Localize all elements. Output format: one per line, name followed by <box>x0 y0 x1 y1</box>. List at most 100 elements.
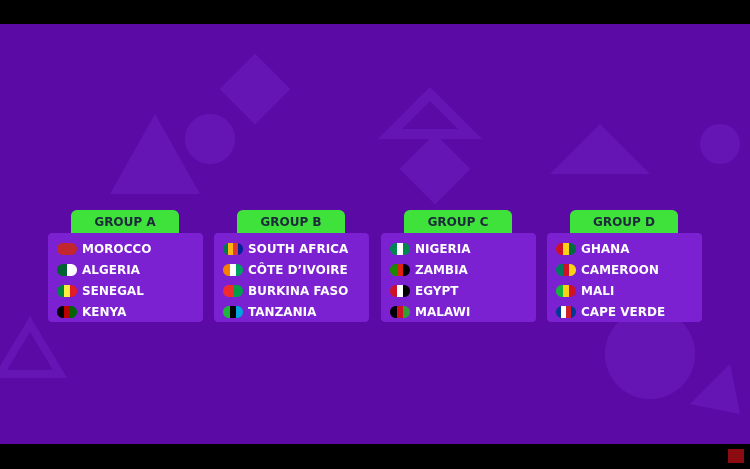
flag-icon <box>57 242 77 255</box>
flag-icon <box>556 263 576 276</box>
flag-stripe <box>70 305 77 318</box>
team-name: SENEGAL <box>82 283 144 298</box>
group-panel: GHANA CAMEROON MALI CAPE VERDE <box>547 233 702 322</box>
team-name: MALAWI <box>415 304 471 319</box>
group-card: GROUP D GHANA CAMEROON MALI CAPE VERDE <box>547 210 702 322</box>
flag-icon <box>556 284 576 297</box>
team-name: EGYPT <box>415 283 459 298</box>
flag-stripe <box>63 284 71 297</box>
group-card: GROUP B SOUTH AFRICA CÔTE D’IVOIRE BURKINA … <box>214 210 369 322</box>
team-name: GHANA <box>581 241 630 256</box>
team-row: GHANA <box>547 238 702 259</box>
flag-stripe <box>390 305 397 318</box>
team-name: ZAMBIA <box>415 262 468 277</box>
flag-stripe <box>561 305 566 318</box>
team-row: CAMEROON <box>547 259 702 280</box>
flag-stripe <box>403 284 410 297</box>
team-row: NIGERIA <box>381 238 536 259</box>
team-name: CAMEROON <box>581 262 659 277</box>
team-row: ALGERIA <box>48 259 203 280</box>
flag-stripe <box>562 242 570 255</box>
team-row: ZAMBIA <box>381 259 536 280</box>
background-pattern <box>0 53 740 414</box>
group-title: GROUP D <box>570 210 678 233</box>
flag-stripe <box>403 305 410 318</box>
flag-stripe <box>236 305 243 318</box>
team-name: SOUTH AFRICA <box>248 241 349 256</box>
flag-stripe <box>238 242 243 255</box>
group-title: GROUP B <box>237 210 345 233</box>
flag-stripe <box>229 263 237 276</box>
flag-icon <box>390 284 410 297</box>
group-card: GROUP C NIGERIA ZAMBIA EGYPT MALAWI <box>381 210 536 322</box>
flag-icon <box>223 284 243 297</box>
team-row: SENEGAL <box>48 280 203 301</box>
team-name: CAPE VERDE <box>581 304 666 319</box>
team-name: CÔTE D’IVOIRE <box>248 262 348 277</box>
team-name: TANZANIA <box>248 304 317 319</box>
flag-stripe <box>390 263 397 276</box>
team-name: MALI <box>581 283 615 298</box>
group-title: GROUP C <box>404 210 512 233</box>
flag-stripe <box>233 242 238 255</box>
team-name: BURKINA FASO <box>248 283 349 298</box>
channel-logo <box>728 449 744 463</box>
flag-stripe <box>223 242 228 255</box>
flag-stripe <box>233 284 243 297</box>
flag-stripe <box>403 263 410 276</box>
team-row: KENYA <box>48 301 203 322</box>
group-panel: SOUTH AFRICA CÔTE D’IVOIRE BURKINA FASO TAN… <box>214 233 369 322</box>
flag-stripe <box>569 263 576 276</box>
group-card: GROUP A MOROCCO ALGERIA SENEGAL KENYA <box>48 210 203 322</box>
flag-icon <box>390 263 410 276</box>
group-panel: NIGERIA ZAMBIA EGYPT MALAWI <box>381 233 536 322</box>
flag-stripe <box>562 284 570 297</box>
flag-stripe <box>569 242 576 255</box>
team-row: MALAWI <box>381 301 536 322</box>
flag-stripe <box>57 263 67 276</box>
flag-stripe <box>566 305 571 318</box>
flag-stripe <box>67 263 77 276</box>
flag-stripe <box>396 284 404 297</box>
flag-stripe <box>63 305 71 318</box>
team-name: KENYA <box>82 304 127 319</box>
flag-stripe <box>223 263 230 276</box>
flag-stripe <box>390 242 397 255</box>
flag-icon <box>223 242 243 255</box>
flag-icon <box>390 305 410 318</box>
flag-icon <box>223 263 243 276</box>
flag-stripe <box>556 242 563 255</box>
team-row: SOUTH AFRICA <box>214 238 369 259</box>
team-row: TANZANIA <box>214 301 369 322</box>
team-row: CÔTE D’IVOIRE <box>214 259 369 280</box>
flag-icon <box>556 242 576 255</box>
flag-icon <box>57 263 77 276</box>
team-name: MOROCCO <box>82 241 152 256</box>
team-row: BURKINA FASO <box>214 280 369 301</box>
flag-stripe <box>396 263 404 276</box>
flag-stripe <box>396 242 404 255</box>
team-row: MALI <box>547 280 702 301</box>
team-name: ALGERIA <box>82 262 140 277</box>
flag-stripe <box>403 242 410 255</box>
flag-stripe <box>223 284 233 297</box>
team-row: EGYPT <box>381 280 536 301</box>
video-frame: GROUP A MOROCCO ALGERIA SENEGAL KENYA GROUP B… <box>0 24 750 444</box>
flag-icon <box>556 305 576 318</box>
team-row: CAPE VERDE <box>547 301 702 322</box>
flag-icon <box>57 305 77 318</box>
flag-stripe <box>57 305 64 318</box>
group-panel: MOROCCO ALGERIA SENEGAL KENYA <box>48 233 203 322</box>
flag-stripe <box>556 284 563 297</box>
flag-stripe <box>562 263 570 276</box>
flag-icon <box>57 284 77 297</box>
group-title: GROUP A <box>71 210 179 233</box>
flag-icon <box>223 305 243 318</box>
flag-icon <box>390 242 410 255</box>
flag-stripe <box>229 305 237 318</box>
flag-stripe <box>556 305 561 318</box>
flag-stripe <box>396 305 404 318</box>
flag-stripe <box>571 305 576 318</box>
flag-stripe <box>57 242 77 255</box>
team-row: MOROCCO <box>48 238 203 259</box>
